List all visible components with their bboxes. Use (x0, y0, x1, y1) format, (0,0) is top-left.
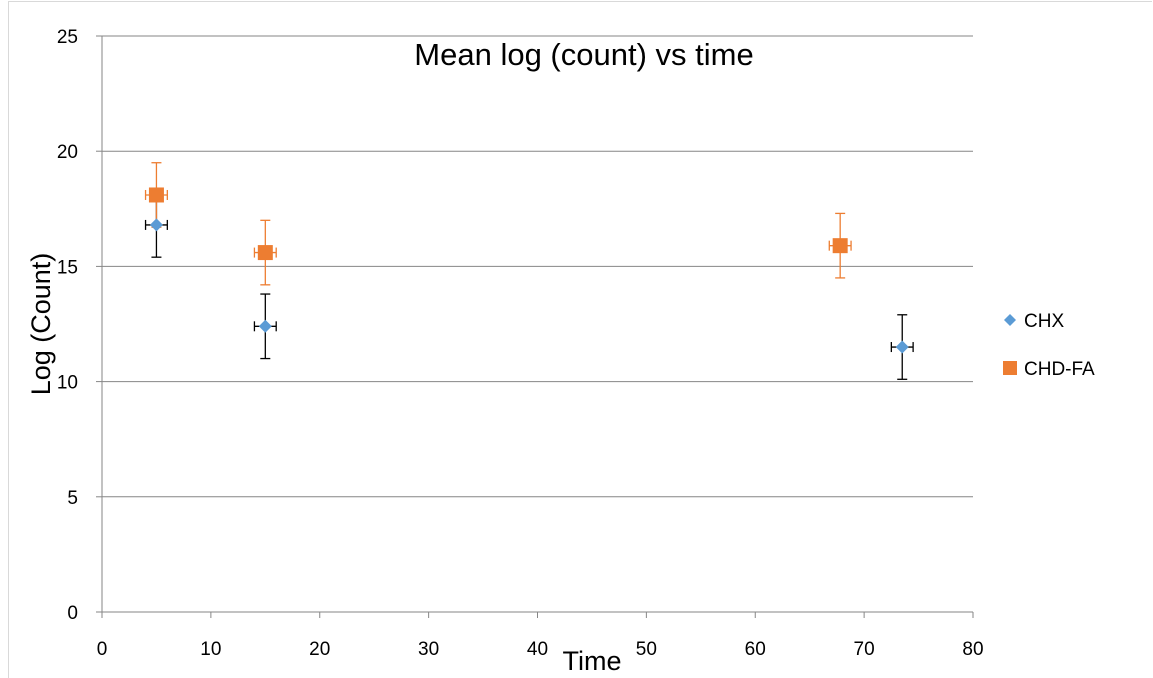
marker-CHD-FA-0 (148, 187, 164, 203)
x-tick-label-20: 20 (309, 639, 330, 660)
y-tick-label-15: 15 (57, 257, 78, 278)
error-bars (144, 162, 914, 380)
x-tick-label-0: 0 (97, 639, 108, 660)
x-tick-label-50: 50 (636, 639, 657, 660)
y-tick-label-5: 5 (67, 488, 78, 509)
x-tick-label-40: 40 (527, 639, 548, 660)
chart-frame (8, 1, 1152, 678)
x-tick-label-30: 30 (418, 639, 439, 660)
x-axis-title: Time (563, 646, 622, 676)
marker-CHX-2 (895, 340, 909, 354)
marker-CHD-FA-1 (257, 245, 273, 261)
y-axis-title: Log (Count) (26, 253, 56, 396)
legend-marker-CHX (1004, 314, 1016, 326)
x-tick-label-60: 60 (745, 639, 766, 660)
axes (96, 35, 974, 618)
y-tick-label-10: 10 (57, 373, 78, 394)
x-tick-labels: 0 10 20 30 40 50 60 70 80 (97, 639, 984, 660)
legend-label-CHD-FA: CHD-FA (1024, 359, 1095, 380)
x-tick-label-70: 70 (854, 639, 875, 660)
data-markers (148, 187, 909, 354)
chart-title: Mean log (count) vs time (414, 37, 753, 72)
legend-label-CHX: CHX (1024, 311, 1064, 332)
y-tick-label-0: 0 (67, 603, 78, 624)
gridlines (102, 35, 973, 498)
y-tick-label-20: 20 (57, 142, 78, 163)
marker-CHX-0 (149, 218, 163, 232)
legend-marker-CHD-FA (1003, 361, 1017, 375)
legend: CHX CHD-FA (1003, 311, 1095, 380)
marker-CHX-1 (258, 319, 272, 333)
y-tick-label-25: 25 (57, 27, 78, 48)
y-tick-labels: 0 5 10 15 20 25 (57, 27, 78, 624)
x-tick-label-80: 80 (962, 639, 983, 660)
marker-CHD-FA-2 (832, 238, 848, 254)
x-tick-label-10: 10 (200, 639, 221, 660)
